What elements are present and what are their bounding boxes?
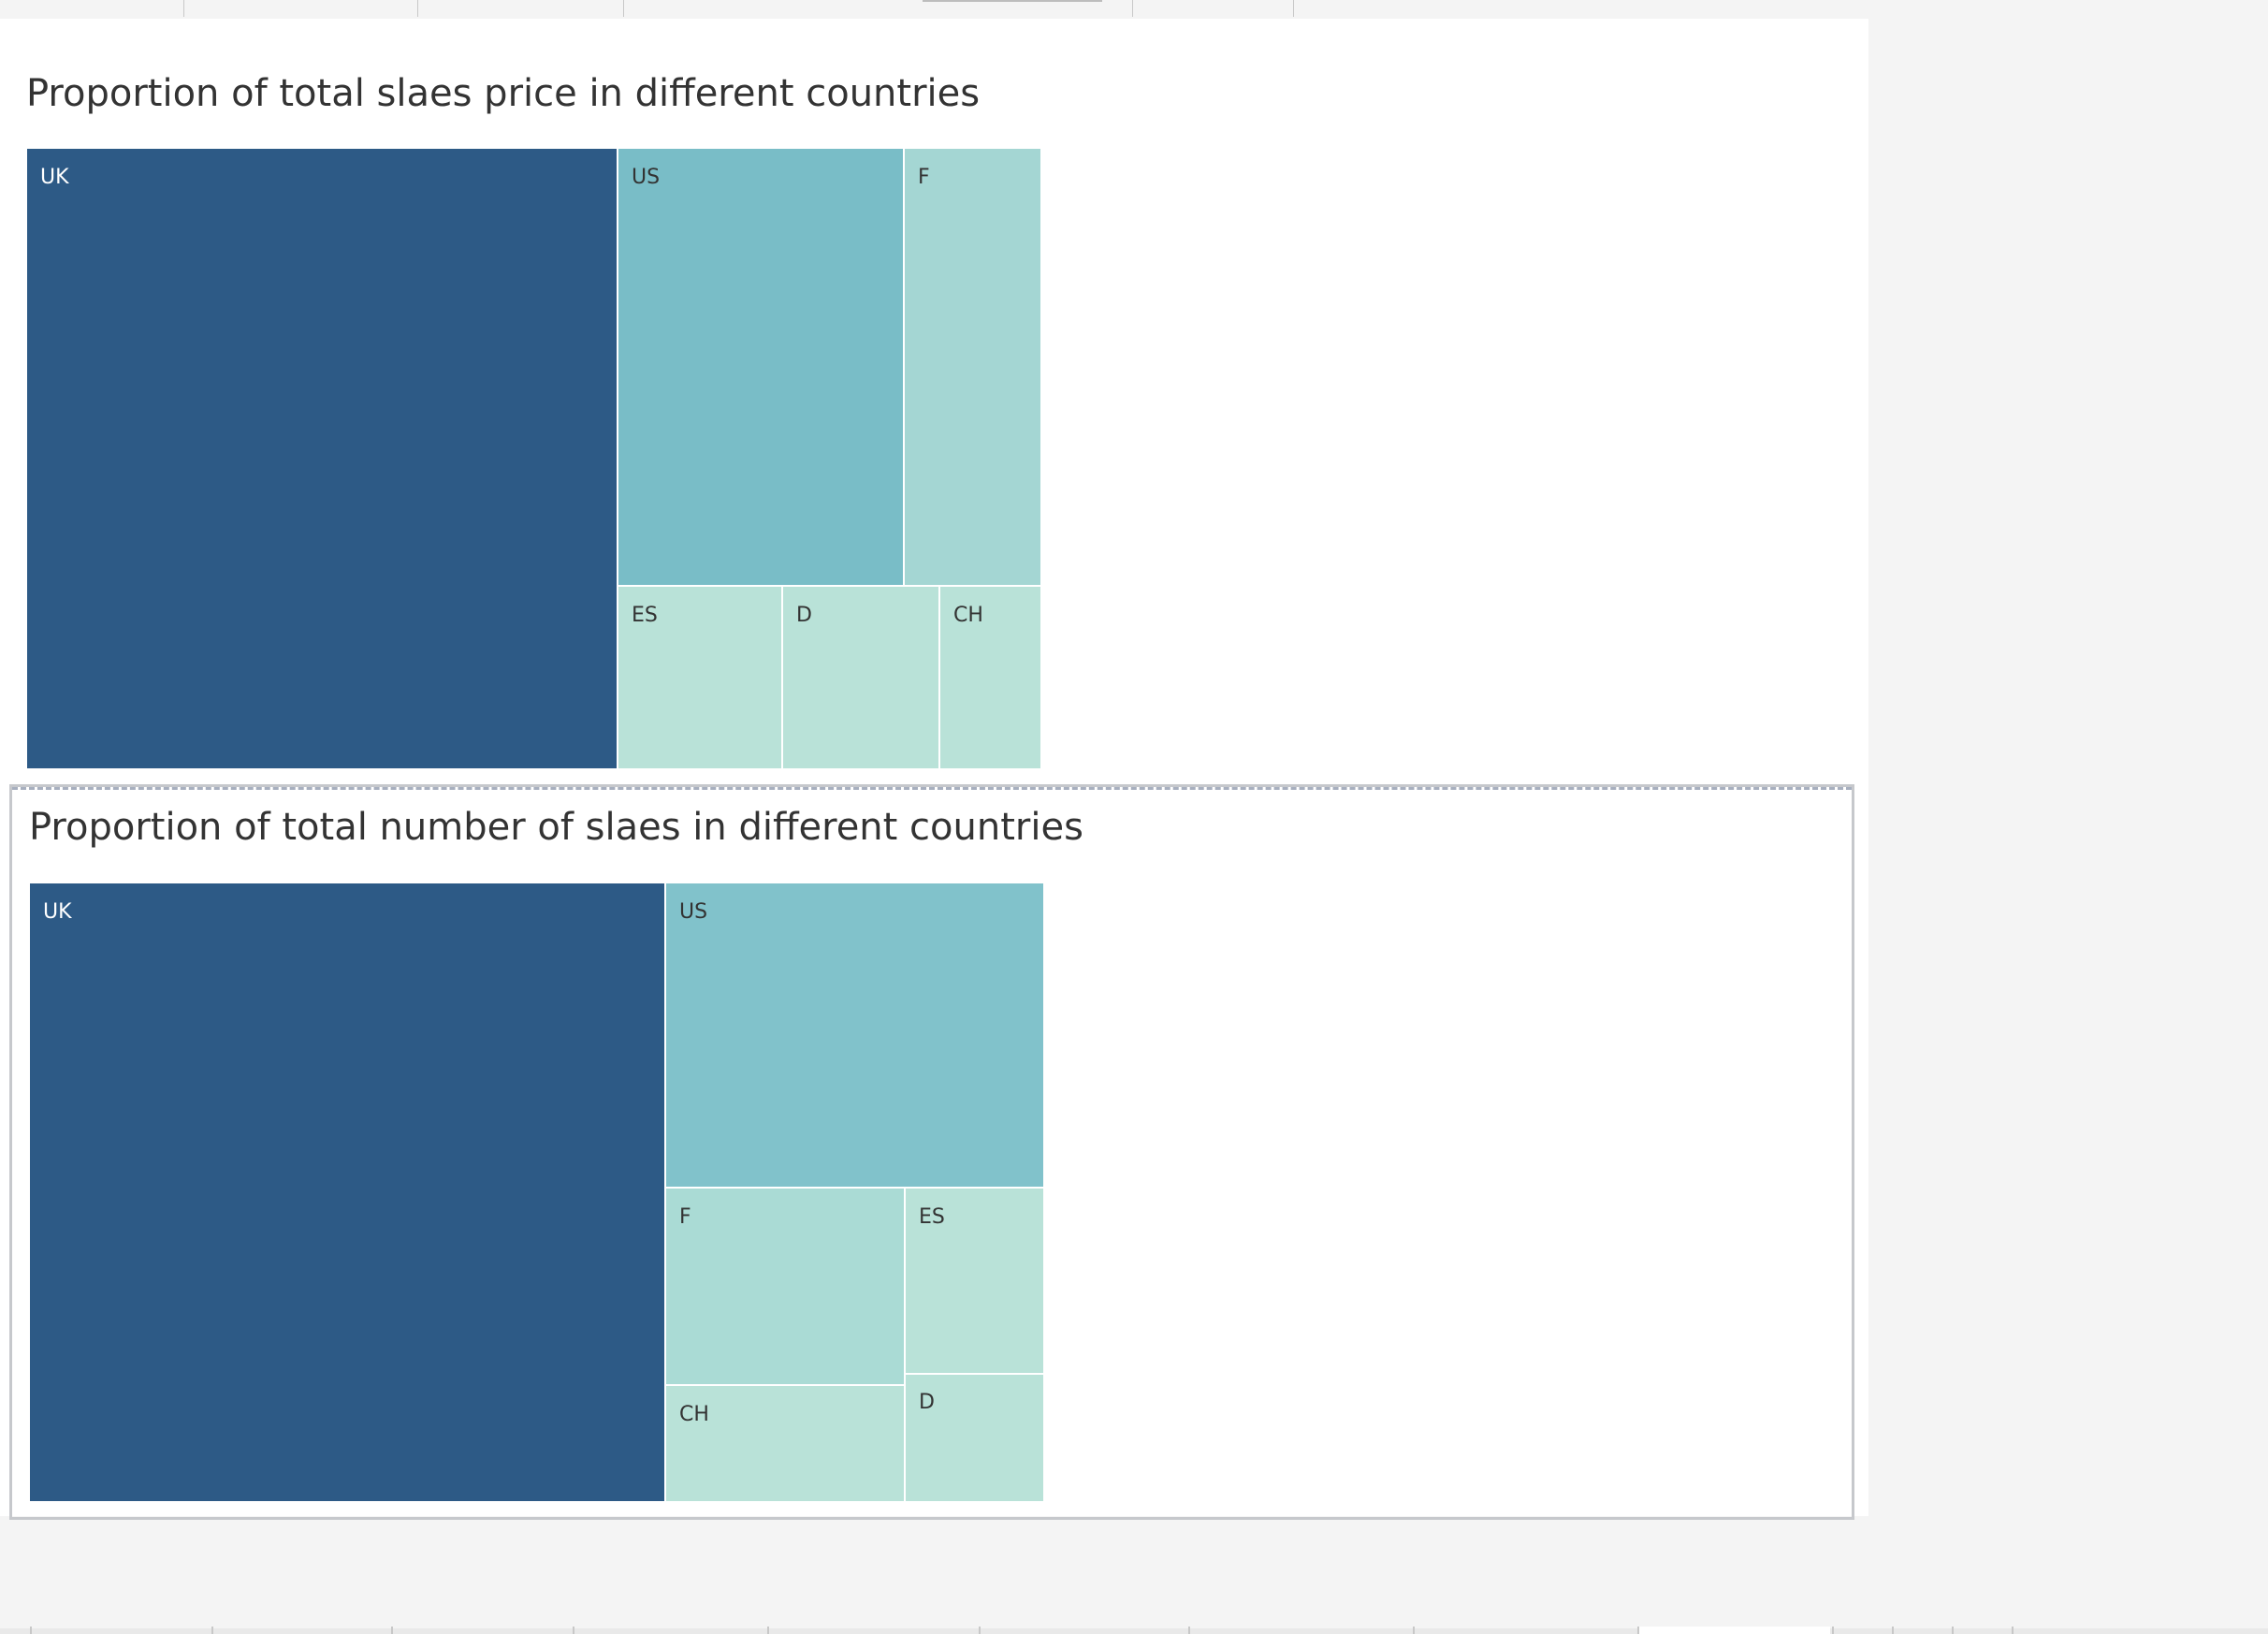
treemap-label: F xyxy=(679,1205,691,1229)
treemap-cell-f[interactable] xyxy=(903,148,1041,587)
treemap-cell-es[interactable] xyxy=(904,1187,1044,1375)
treemap-cell-ch[interactable] xyxy=(938,585,1041,769)
treemap-label: ES xyxy=(919,1205,945,1229)
treemap-label: US xyxy=(679,900,707,924)
treemap-cell-es[interactable] xyxy=(617,585,783,769)
treemap-label: CH xyxy=(953,604,983,627)
top-tab-divider xyxy=(183,0,184,17)
bottom-tab-divider xyxy=(391,1627,393,1634)
top-tab-divider xyxy=(1293,0,1294,17)
treemap-sales-price: UK US F ES D CH xyxy=(26,148,1041,769)
treemap-cell-us[interactable] xyxy=(664,883,1044,1189)
bottom-tab-divider xyxy=(1832,1627,1834,1634)
treemap-label: D xyxy=(919,1391,935,1414)
treemap-cell-d[interactable] xyxy=(781,585,940,769)
treemap-label: US xyxy=(632,166,660,189)
treemap-label: ES xyxy=(632,604,658,627)
treemap-label: CH xyxy=(679,1403,709,1426)
bottom-tab-divider xyxy=(1413,1627,1415,1634)
chart-zone-sales-price[interactable]: Proportion of total slaes price in diffe… xyxy=(9,37,1854,775)
treemap-sales-count: UK US F CH ES D xyxy=(29,883,1044,1502)
treemap-label: F xyxy=(918,166,930,189)
top-tab-divider xyxy=(623,0,624,17)
bottom-tab-divider xyxy=(1637,1627,1639,1634)
treemap-cell-uk[interactable] xyxy=(29,883,666,1502)
treemap-label: D xyxy=(796,604,812,627)
bottom-tab-divider xyxy=(979,1627,981,1634)
treemap-cell-ch[interactable] xyxy=(664,1384,906,1502)
dashboard-canvas: Proportion of total slaes price in diffe… xyxy=(0,19,1868,1520)
treemap-cell-f[interactable] xyxy=(664,1187,906,1386)
treemap-cell-us[interactable] xyxy=(617,148,905,587)
bottom-tab-active[interactable] xyxy=(1639,1627,1830,1634)
bottom-tab-divider xyxy=(573,1627,574,1634)
bottom-tab-divider xyxy=(211,1627,213,1634)
treemap-label: UK xyxy=(40,166,69,189)
sheet-tab-strip-top xyxy=(0,0,2268,19)
bottom-tab-divider xyxy=(767,1627,769,1634)
bottom-tab-divider xyxy=(1188,1627,1190,1634)
treemap-label: UK xyxy=(43,900,72,924)
bottom-tab-divider xyxy=(1892,1627,1894,1634)
top-tab-active[interactable] xyxy=(923,0,1102,2)
top-tab-divider xyxy=(417,0,418,17)
bottom-tab-divider xyxy=(30,1627,32,1634)
treemap-cell-uk[interactable] xyxy=(26,148,618,769)
sheet-tab-strip-bottom xyxy=(0,1628,2268,1634)
chart-zone-sales-count[interactable]: Proportion of total number of slaes in d… xyxy=(9,784,1854,1520)
bottom-tab-divider xyxy=(1952,1627,1954,1634)
treemap-cell-d[interactable] xyxy=(904,1373,1044,1502)
chart-title: Proportion of total slaes price in diffe… xyxy=(26,72,981,115)
bottom-tab-divider xyxy=(2012,1627,2014,1634)
chart-title: Proportion of total number of slaes in d… xyxy=(29,806,1083,849)
top-tab-divider xyxy=(1132,0,1133,17)
